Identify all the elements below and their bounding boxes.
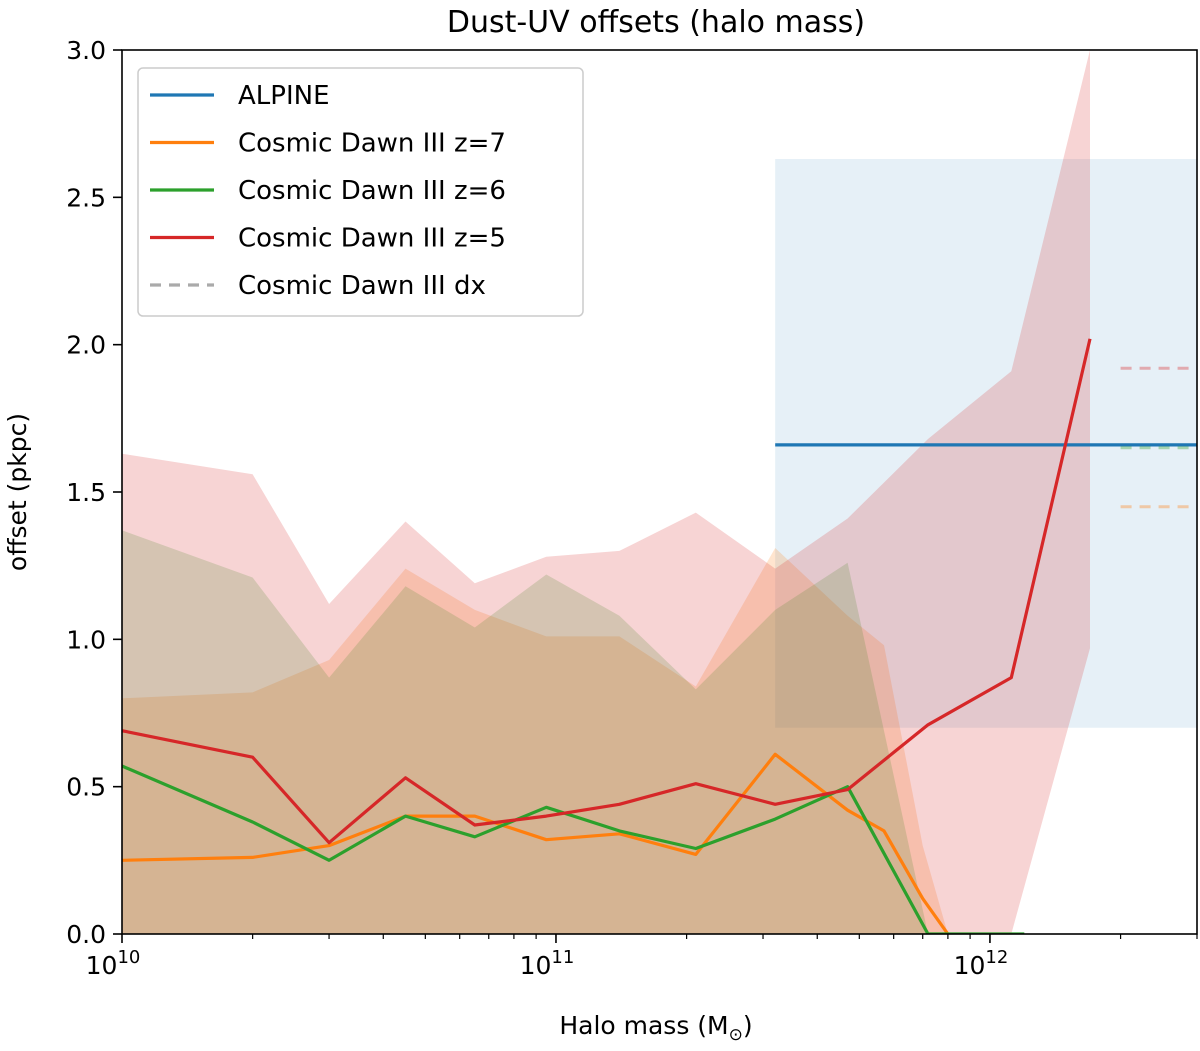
legend-label-4: Cosmic Dawn III z=5 xyxy=(238,224,506,254)
series-line-1 xyxy=(122,752,950,934)
y-axis-ticks: 0.0 0.5 1.0 1.5 2.0 2.5 3.0 xyxy=(66,36,122,949)
y-tick-label-5: 2.0 xyxy=(66,331,106,360)
y-tick-label-3: 1.0 xyxy=(66,625,106,654)
y-axis-label: offset (pkpc) xyxy=(3,413,32,571)
series-band-3 xyxy=(122,50,1090,934)
x-tick-label-1: 1010 xyxy=(86,947,141,980)
y-tick-label-2: 0.5 xyxy=(66,773,106,802)
chart-title: Dust-UV offsets (halo mass) xyxy=(447,5,865,40)
y-tick-label-1: 0.0 xyxy=(66,920,106,949)
x-axis-label-subscript: ⊙ xyxy=(729,1025,743,1045)
legend-box xyxy=(137,67,584,317)
x-tick-exponent-1: 10 xyxy=(117,947,140,968)
series-band-1 xyxy=(122,548,948,934)
legend-label-3: Cosmic Dawn III z=6 xyxy=(238,176,506,206)
plot-area xyxy=(122,50,1197,934)
series-band-2 xyxy=(122,530,1025,934)
y-tick-label-6: 2.5 xyxy=(66,183,106,212)
y-tick-label-4: 1.5 xyxy=(66,478,106,507)
legend-label-2: Cosmic Dawn III z=7 xyxy=(238,129,506,159)
x-tick-exponent-3: 12 xyxy=(985,947,1008,968)
y-tick-label-7: 3.0 xyxy=(66,36,106,65)
x-tick-label-3: 1012 xyxy=(954,947,1009,980)
x-axis-label: Halo mass (M⊙) xyxy=(559,1011,752,1045)
legend: ALPINE Cosmic Dawn III z=7 Cosmic Dawn III… xyxy=(137,67,584,317)
series-line-3 xyxy=(122,338,1092,845)
legend-label-1: ALPINE xyxy=(238,81,330,111)
x-axis-label-close: ) xyxy=(743,1011,753,1040)
legend-label-5: Cosmic Dawn III dx xyxy=(238,271,486,301)
x-tick-label-2: 1011 xyxy=(520,947,575,980)
x-tick-exponent-2: 11 xyxy=(551,947,574,968)
x-axis-ticks: 1010 1011 1012 xyxy=(86,934,1198,980)
series-line-2 xyxy=(122,764,1025,934)
